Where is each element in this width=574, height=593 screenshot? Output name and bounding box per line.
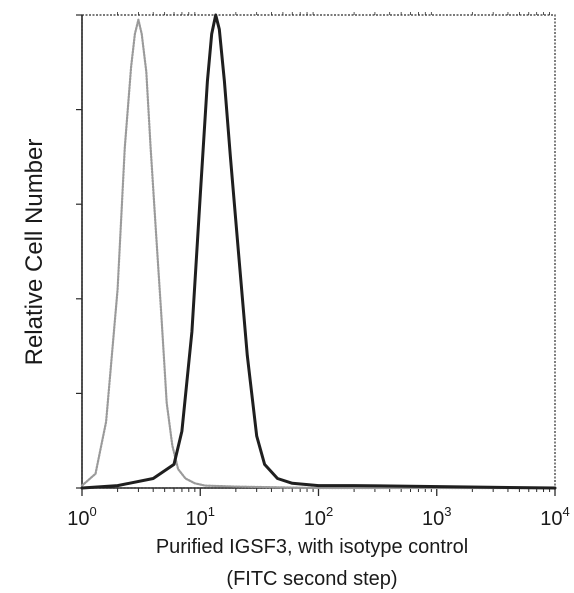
histogram-series-0 [80,18,557,490]
x-tick-label-1: 101 [186,504,215,530]
y-axis-label: Relative Cell Number [21,139,48,366]
x-tick-label-0: 100 [67,504,96,530]
x-axis-label-line-1: Purified IGSF3, with isotype control [156,536,468,558]
x-tick-label-2: 102 [304,504,333,530]
histogram-series-1 [80,13,557,490]
x-axis-label-line-2: (FITC second step) [226,568,397,590]
plot-frame [81,14,556,489]
x-tick-label-3: 103 [422,504,451,530]
x-tick-label-4: 104 [540,504,569,530]
